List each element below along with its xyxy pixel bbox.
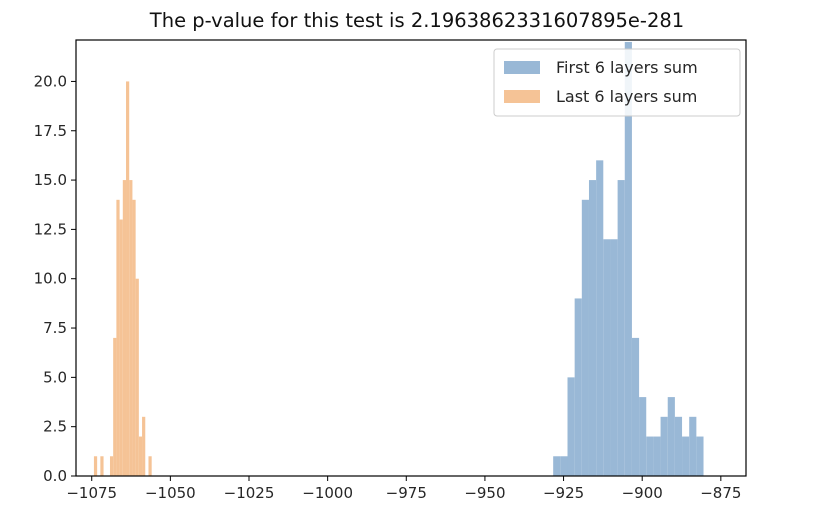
bar [653, 436, 661, 476]
legend-swatch [504, 61, 540, 74]
bar [682, 436, 690, 476]
y-tick-label: 12.5 [34, 220, 67, 238]
bar [660, 416, 668, 476]
bar [674, 416, 683, 476]
legend-frame [493, 48, 741, 117]
bar [567, 377, 575, 476]
bar [574, 298, 582, 476]
bar [581, 199, 589, 476]
bar [689, 416, 697, 476]
y-tick-label: 10.0 [34, 270, 67, 288]
bar [588, 180, 597, 477]
y-tick-label: 5.0 [43, 368, 67, 386]
bar [132, 199, 136, 476]
axes: −1075 −1050 −1025 −1000 −975 −950 −925 −900 −875… [34, 39, 747, 502]
legend: First 6 layers sum Last 6 layers sum [493, 48, 741, 117]
x-tick-label: −1025 [224, 484, 275, 502]
bar [617, 180, 625, 477]
series-1 [553, 41, 704, 477]
x-tick-label: −875 [700, 484, 741, 502]
bar [116, 199, 120, 476]
legend-label: Last 6 layers sum [556, 87, 697, 106]
bar [93, 456, 98, 476]
x-tick-label: −1075 [66, 484, 117, 502]
series-2 [93, 81, 152, 477]
y-tick-label: 7.5 [43, 319, 67, 337]
bar [646, 436, 654, 476]
y-tick-label: 20.0 [34, 72, 67, 90]
bar [560, 456, 568, 476]
bar [610, 239, 618, 476]
bar [135, 278, 139, 476]
histogram-bars [93, 41, 704, 477]
bar [142, 416, 146, 476]
bar [624, 41, 632, 477]
y-tick-label: 2.5 [43, 418, 67, 436]
legend-swatch [504, 90, 540, 103]
bar [100, 456, 104, 476]
plot-frame [75, 39, 747, 477]
legend-label: First 6 layers sum [556, 58, 698, 77]
x-tick-label: −900 [622, 484, 663, 502]
bar [631, 337, 640, 476]
bar [603, 239, 611, 476]
x-tick-label: −1050 [145, 484, 196, 502]
bar [639, 397, 647, 476]
bar [126, 81, 130, 476]
y-tick-label: 0.0 [43, 467, 67, 485]
bar [148, 456, 152, 476]
bar [553, 456, 561, 476]
y-tick-label: 17.5 [34, 122, 67, 140]
bar [109, 456, 114, 476]
bar [596, 160, 604, 477]
bar [138, 436, 143, 476]
bar [667, 397, 675, 476]
bar [122, 180, 127, 477]
bar [119, 219, 123, 476]
bar [129, 180, 133, 477]
bar [696, 436, 704, 476]
x-tick-label: −950 [464, 484, 505, 502]
bar [113, 337, 117, 476]
x-tick-label: −1000 [302, 484, 353, 502]
chart-title: The p-value for this test is 2.196386233… [149, 9, 684, 32]
x-tick-label: −925 [543, 484, 584, 502]
y-tick-label: 15.0 [34, 171, 67, 189]
x-tick-label: −975 [386, 484, 427, 502]
